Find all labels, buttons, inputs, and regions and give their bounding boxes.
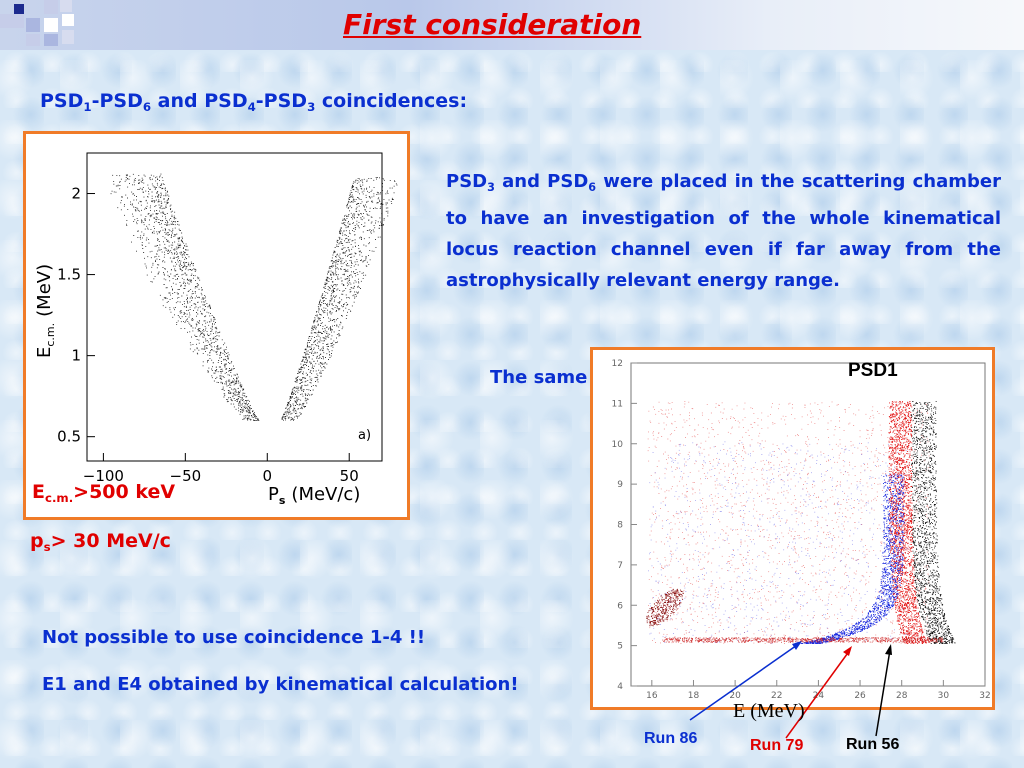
right-plot-panel: 16 18 20 22 24 26 28 30 32 4 5 6 7 8 9 10 11 12 xyxy=(590,347,995,710)
y-tick-label: 1.5 xyxy=(57,266,81,284)
x-axis-label: Ps (MeV/c) xyxy=(268,484,360,507)
description-paragraph: PSD3 and PSD6 were placed in the scatter… xyxy=(446,171,1001,291)
slide-title: First consideration xyxy=(343,8,642,41)
kinematic-locus-plot: a) −100 −50 0 50 0.5 1 1.5 2 Ec.m.(MeV) Ps (MeV/… xyxy=(34,152,398,507)
scatter-points xyxy=(647,400,930,645)
scatter-points xyxy=(110,173,398,421)
x-axis-label-energy: E (MeV) xyxy=(733,700,805,722)
y-tick-label: 10 xyxy=(612,440,624,450)
x-tick-label: 18 xyxy=(688,691,700,701)
run56-label: Run 56 xyxy=(846,736,900,753)
y-axis-label: Ec.m.(MeV) xyxy=(34,264,57,358)
y-tick-label: 4 xyxy=(617,682,623,692)
y-tick-label: 2 xyxy=(71,185,81,203)
x-tick-label: 0 xyxy=(263,467,273,485)
psd1-energy-plot: 16 18 20 22 24 26 28 30 32 4 5 6 7 8 9 10 11 12 xyxy=(612,359,991,701)
y-tick-label: 12 xyxy=(612,359,623,369)
left-plot-panel: a) −100 −50 0 50 0.5 1 1.5 2 Ec.m.(MeV) Ps (MeV/… xyxy=(23,131,410,520)
y-tick-label: 11 xyxy=(612,399,623,409)
run86-label: Run 86 xyxy=(644,730,698,747)
y-tick-label: 6 xyxy=(617,601,623,611)
ecm-condition: Ec.m.>500 keV xyxy=(32,481,176,506)
header-bar xyxy=(0,0,1024,50)
x-tick-label: −100 xyxy=(83,467,124,485)
note-line-2: E1 and E4 obtained by kinematical calcul… xyxy=(42,674,519,695)
y-tick-label: 0.5 xyxy=(57,428,81,446)
note-line-1: Not possible to use coincidence 1-4 !! xyxy=(42,627,426,648)
x-tick-label: 32 xyxy=(979,691,990,701)
run79-label: Run 79 xyxy=(750,737,804,754)
x-tick-label: 30 xyxy=(938,691,950,701)
ps-condition: ps> 30 MeV/c xyxy=(30,530,171,555)
scatter-points xyxy=(646,588,684,627)
svg-text:Ec.m.(MeV): Ec.m.(MeV) xyxy=(34,264,57,358)
x-tick-label: 16 xyxy=(646,691,658,701)
plot-frame xyxy=(86,152,383,462)
psd1-label: PSD1 xyxy=(848,360,898,381)
y-tick-label: 9 xyxy=(617,480,623,490)
y-tick-label: 8 xyxy=(617,521,623,531)
run79-arrow xyxy=(785,649,851,739)
bottom-notes: Not possible to use coincidence 1-4 !! E… xyxy=(42,622,566,716)
scatter-points xyxy=(911,400,956,645)
subtitle: PSD1-PSD6 and PSD4-PSD3 coincidences: xyxy=(40,90,468,115)
y-tick-label: 7 xyxy=(617,561,623,571)
run86-arrow xyxy=(689,642,801,721)
y-tick-label: 1 xyxy=(71,347,81,365)
x-tick-label: −50 xyxy=(170,467,202,485)
panel-tag: a) xyxy=(358,428,371,443)
x-tick-label: 26 xyxy=(854,691,866,701)
x-tick-label: 28 xyxy=(896,691,908,701)
x-tick-label: 22 xyxy=(771,691,782,701)
x-tick-label: 20 xyxy=(729,691,741,701)
x-tick-label: 50 xyxy=(340,467,359,485)
run56-arrow xyxy=(875,649,891,737)
y-tick-label: 5 xyxy=(617,642,623,652)
scatter-points xyxy=(662,637,944,643)
x-tick-label: 24 xyxy=(813,691,825,701)
